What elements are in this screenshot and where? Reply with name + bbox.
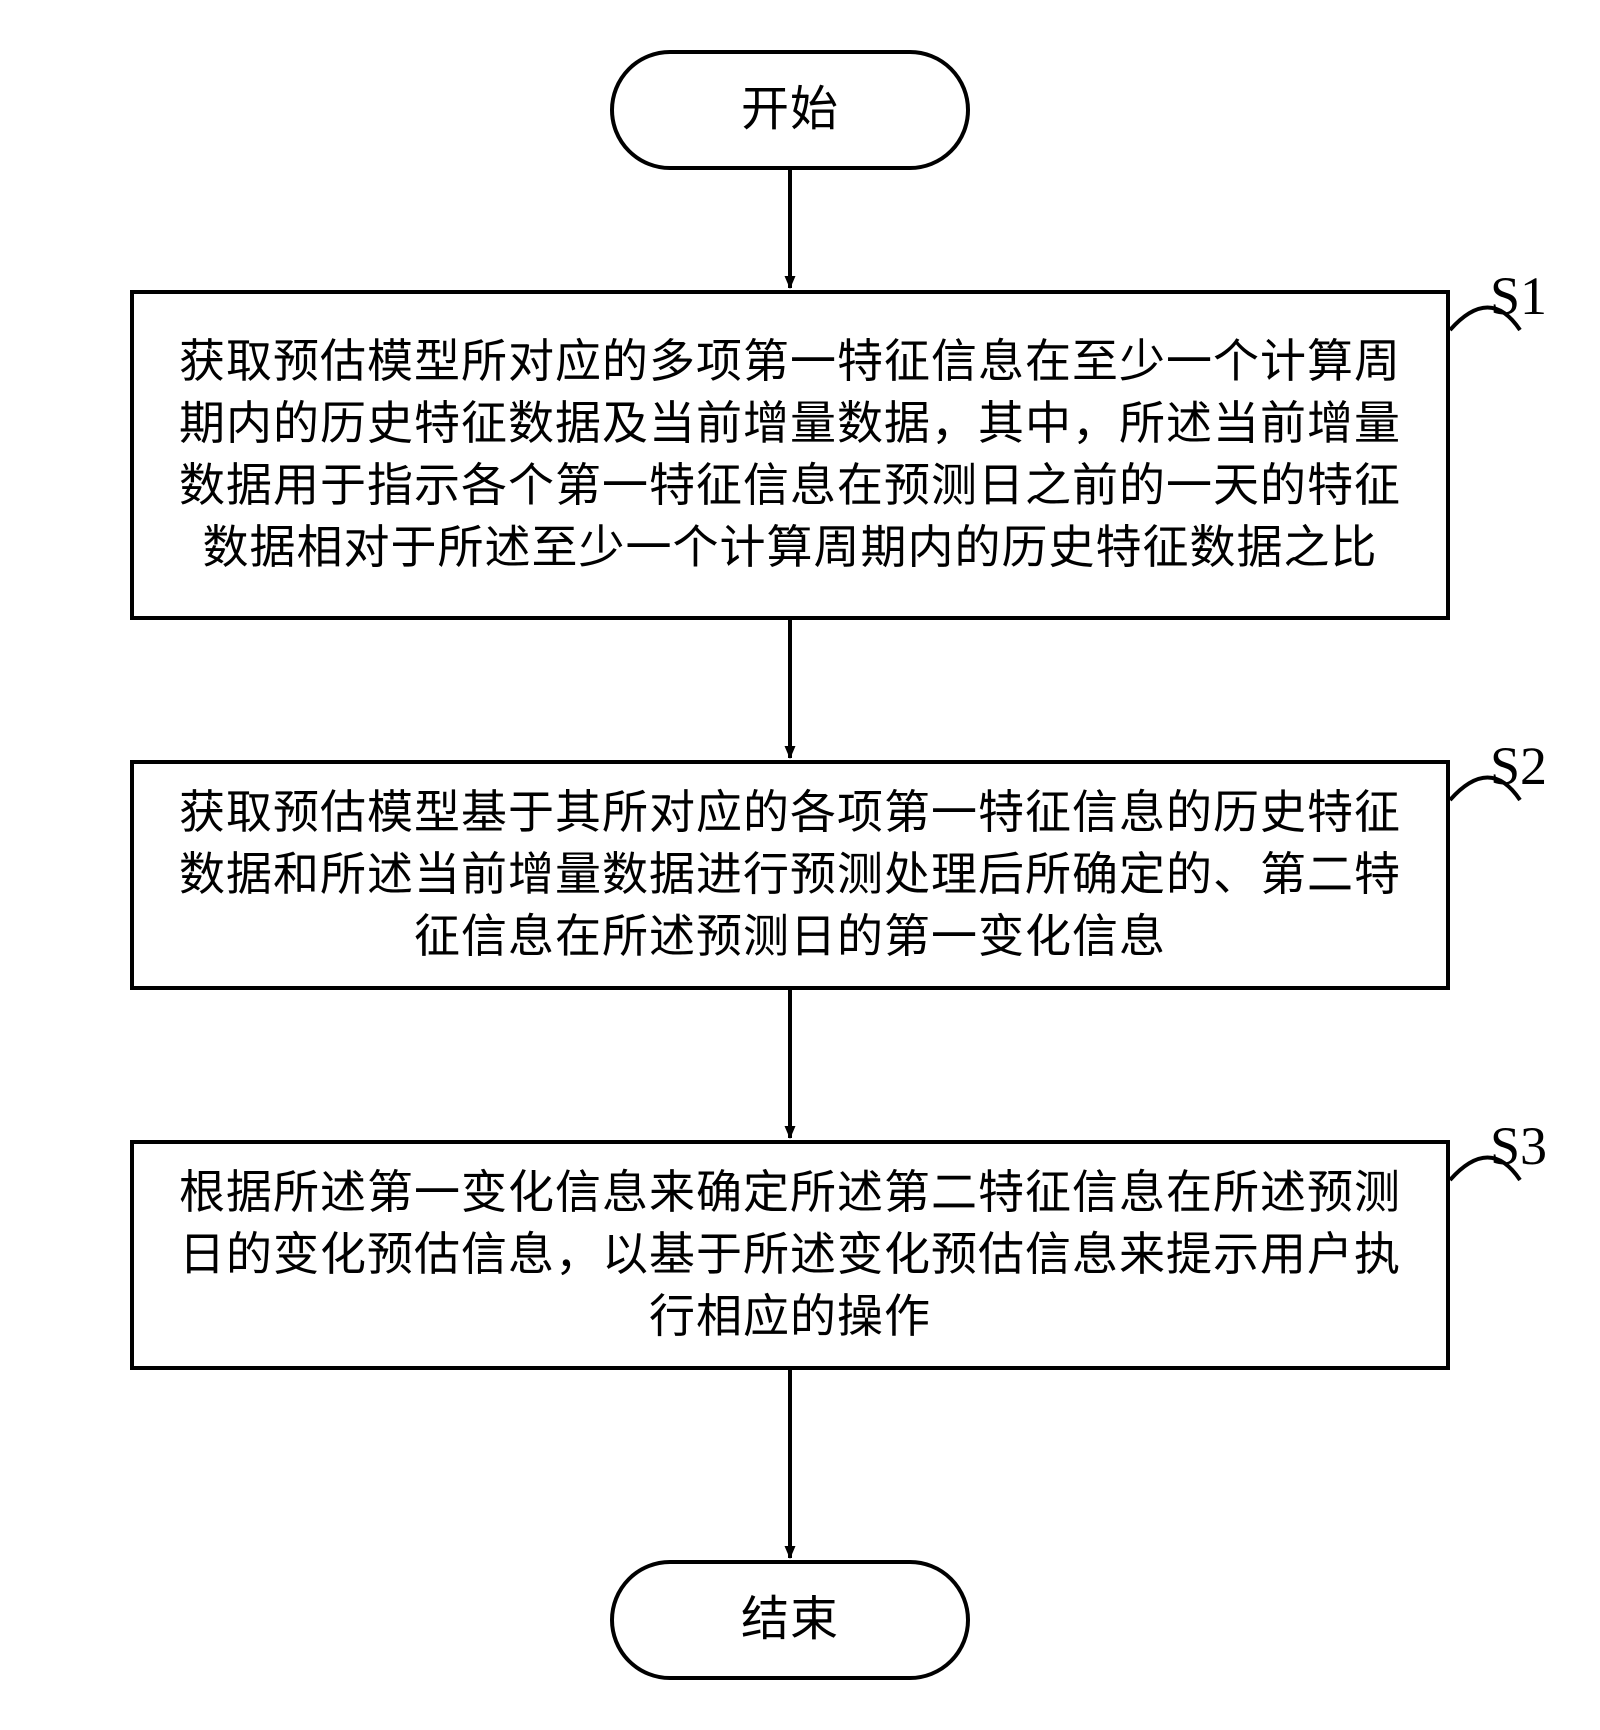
terminator-start: 开始 <box>610 50 970 170</box>
step-label-s1: S1 <box>1490 265 1547 327</box>
terminator-end: 结束 <box>610 1560 970 1680</box>
step-label-s2: S2 <box>1490 735 1547 797</box>
process-s1: 获取预估模型所对应的多项第一特征信息在至少一个计算周期内的历史特征数据及当前增量… <box>130 290 1450 620</box>
step-label-s1-text: S1 <box>1490 266 1547 326</box>
process-s2-text: 获取预估模型基于其所对应的各项第一特征信息的历史特征数据和所述当前增量数据进行预… <box>174 782 1406 968</box>
step-label-s2-text: S2 <box>1490 736 1547 796</box>
terminator-start-text: 开始 <box>741 78 839 143</box>
process-s2: 获取预估模型基于其所对应的各项第一特征信息的历史特征数据和所述当前增量数据进行预… <box>130 760 1450 990</box>
process-s1-text: 获取预估模型所对应的多项第一特征信息在至少一个计算周期内的历史特征数据及当前增量… <box>174 331 1406 579</box>
process-s3-text: 根据所述第一变化信息来确定所述第二特征信息在所述预测日的变化预估信息，以基于所述… <box>174 1162 1406 1348</box>
process-s3: 根据所述第一变化信息来确定所述第二特征信息在所述预测日的变化预估信息，以基于所述… <box>130 1140 1450 1370</box>
terminator-end-text: 结束 <box>741 1588 839 1653</box>
step-label-s3-text: S3 <box>1490 1116 1547 1176</box>
step-label-s3: S3 <box>1490 1115 1547 1177</box>
